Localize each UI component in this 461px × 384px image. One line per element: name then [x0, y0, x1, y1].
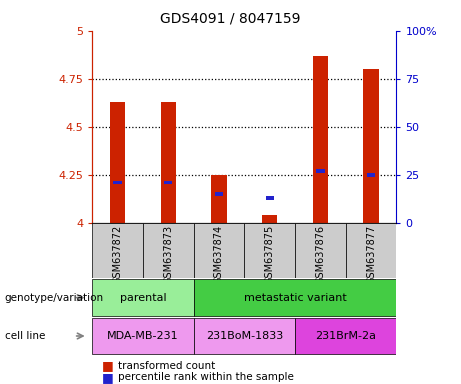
Text: GSM637876: GSM637876: [315, 224, 325, 283]
Bar: [194, 318, 295, 354]
Bar: [295, 223, 346, 278]
Bar: [316, 169, 325, 173]
Bar: [194, 223, 244, 278]
Text: 231BrM-2a: 231BrM-2a: [315, 331, 376, 341]
Text: GSM637875: GSM637875: [265, 224, 275, 284]
Bar: [92, 318, 194, 354]
Bar: [160, 102, 176, 223]
Text: transformed count: transformed count: [118, 361, 215, 371]
Bar: [262, 215, 277, 223]
Bar: [143, 223, 194, 278]
Bar: [92, 223, 143, 278]
Text: parental: parental: [119, 293, 166, 303]
Bar: [164, 181, 172, 184]
Bar: [266, 196, 274, 200]
Text: MDA-MB-231: MDA-MB-231: [107, 331, 179, 341]
Text: metastatic variant: metastatic variant: [244, 293, 346, 303]
Text: GDS4091 / 8047159: GDS4091 / 8047159: [160, 12, 301, 25]
Text: 231BoM-1833: 231BoM-1833: [206, 331, 283, 341]
Text: genotype/variation: genotype/variation: [5, 293, 104, 303]
Text: percentile rank within the sample: percentile rank within the sample: [118, 372, 294, 382]
Text: GSM637874: GSM637874: [214, 224, 224, 283]
Bar: [194, 279, 396, 316]
Text: cell line: cell line: [5, 331, 45, 341]
Text: GSM637877: GSM637877: [366, 224, 376, 284]
Bar: [363, 69, 378, 223]
Text: GSM637873: GSM637873: [163, 224, 173, 283]
Bar: [244, 223, 295, 278]
Bar: [313, 56, 328, 223]
Bar: [92, 279, 194, 316]
Bar: [110, 102, 125, 223]
Bar: [211, 175, 226, 223]
Text: ■: ■: [101, 359, 113, 372]
Bar: [295, 318, 396, 354]
Text: GSM637872: GSM637872: [112, 224, 123, 284]
Bar: [113, 181, 122, 184]
Bar: [215, 192, 223, 196]
Text: ■: ■: [101, 371, 113, 384]
Bar: [367, 173, 375, 177]
Bar: [346, 223, 396, 278]
